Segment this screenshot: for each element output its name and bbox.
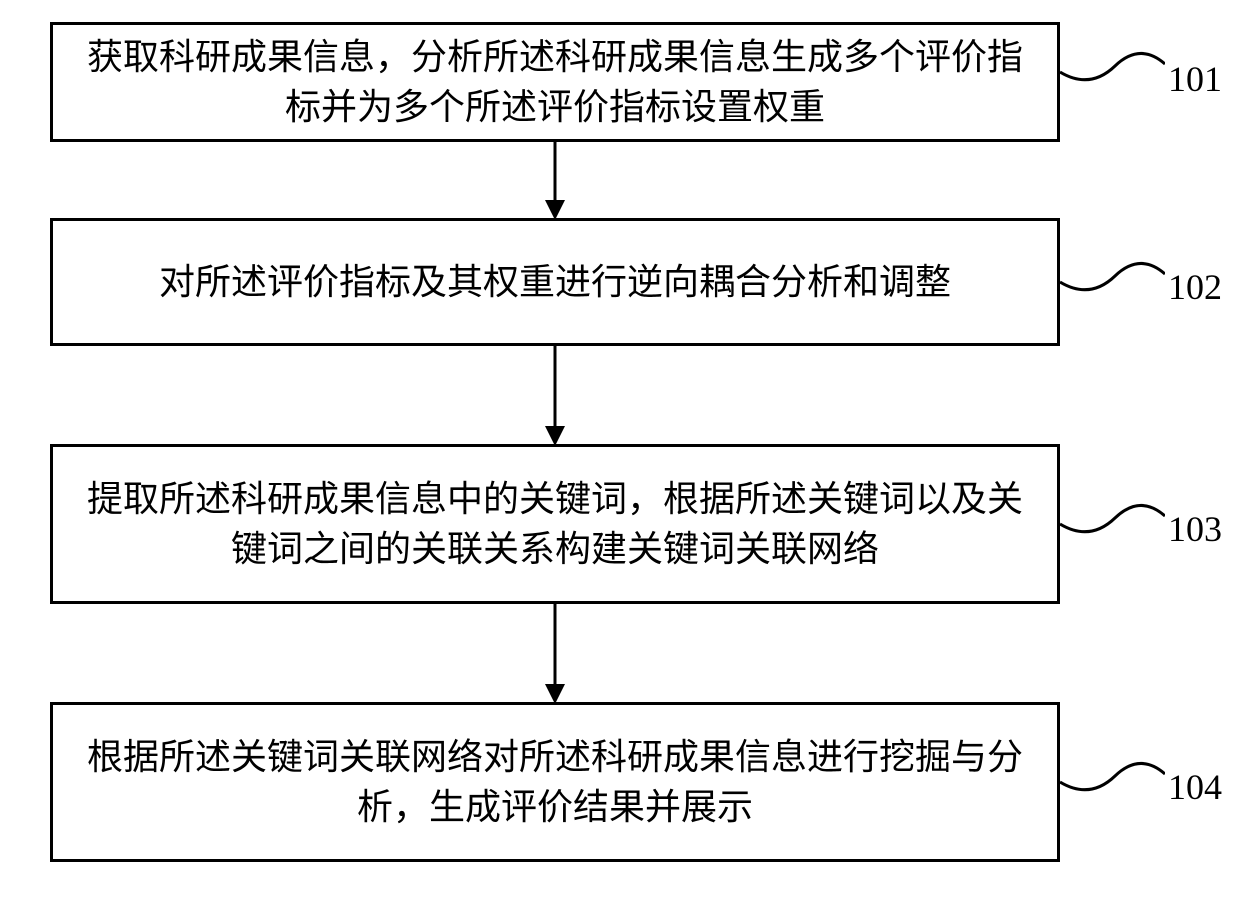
label-102: 102 — [1168, 266, 1222, 308]
step-box-102: 对所述评价指标及其权重进行逆向耦合分析和调整 — [50, 218, 1060, 346]
step-text: 获取科研成果信息，分析所述科研成果信息生成多个评价指标并为多个所述评价指标设置权… — [73, 32, 1037, 133]
connector-104 — [1060, 752, 1165, 800]
connector-101 — [1060, 42, 1165, 90]
step-text: 提取所述科研成果信息中的关键词，根据所述关键词以及关键词之间的关联关系构建关键词… — [73, 474, 1037, 575]
arrow-1-2 — [540, 142, 570, 220]
step-box-103: 提取所述科研成果信息中的关键词，根据所述关键词以及关键词之间的关联关系构建关键词… — [50, 444, 1060, 604]
connector-102 — [1060, 252, 1165, 300]
flowchart-canvas: 获取科研成果信息，分析所述科研成果信息生成多个评价指标并为多个所述评价指标设置权… — [0, 0, 1239, 909]
step-text: 对所述评价指标及其权重进行逆向耦合分析和调整 — [159, 257, 951, 307]
step-box-104: 根据所述关键词关联网络对所述科研成果信息进行挖掘与分析，生成评价结果并展示 — [50, 702, 1060, 862]
label-104: 104 — [1168, 766, 1222, 808]
connector-103 — [1060, 494, 1165, 542]
step-box-101: 获取科研成果信息，分析所述科研成果信息生成多个评价指标并为多个所述评价指标设置权… — [50, 22, 1060, 142]
step-text: 根据所述关键词关联网络对所述科研成果信息进行挖掘与分析，生成评价结果并展示 — [73, 732, 1037, 833]
arrow-2-3 — [540, 346, 570, 446]
arrow-3-4 — [540, 604, 570, 704]
label-101: 101 — [1168, 58, 1222, 100]
label-103: 103 — [1168, 508, 1222, 550]
